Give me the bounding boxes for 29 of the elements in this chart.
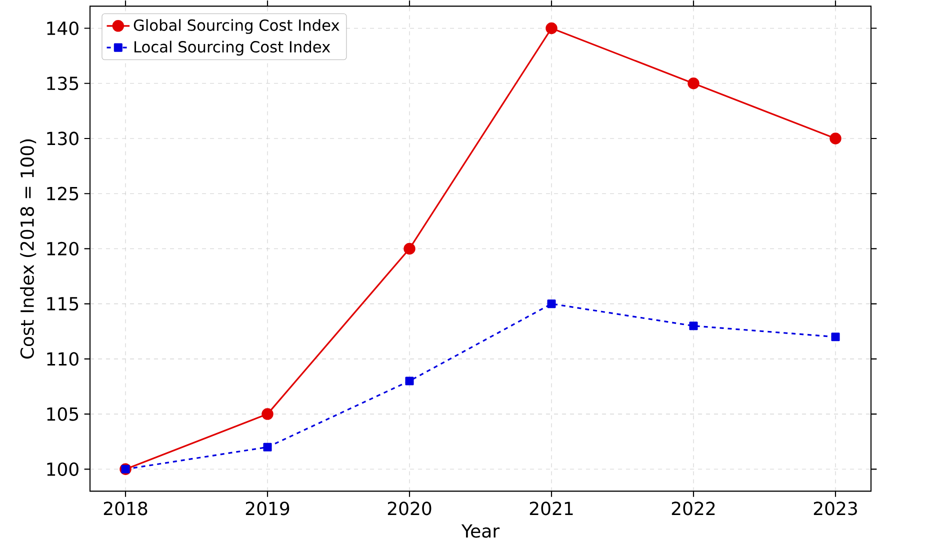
legend-label: Global Sourcing Cost Index xyxy=(134,19,340,34)
x-tick-label: 2019 xyxy=(246,502,290,516)
x-tick-label: 2023 xyxy=(814,502,857,516)
point xyxy=(830,132,842,144)
point xyxy=(404,242,416,254)
y-tick-label: 130 xyxy=(47,132,78,146)
point xyxy=(263,442,272,452)
x-tick-label: 2021 xyxy=(530,502,573,516)
x-tick-label: 2020 xyxy=(388,502,432,516)
point xyxy=(831,332,840,342)
y-tick-label: 125 xyxy=(47,186,78,200)
point xyxy=(688,77,700,90)
y-tick-label: 120 xyxy=(47,242,78,256)
point xyxy=(547,299,556,308)
y-tick-label: 105 xyxy=(47,407,78,421)
x-axis-title: Year xyxy=(461,524,500,538)
x-tick-label: 2018 xyxy=(104,502,148,516)
x-tick-label: 2022 xyxy=(672,502,715,516)
point xyxy=(546,22,558,34)
y-tick-label: 115 xyxy=(47,297,78,310)
point xyxy=(405,376,414,386)
point xyxy=(689,322,698,330)
legend-label: Local Sourcing Cost Index xyxy=(134,40,330,56)
y-tick-label: 110 xyxy=(47,352,78,366)
y-tick-label: 140 xyxy=(47,21,78,35)
y-tick-label: 135 xyxy=(47,76,78,90)
point xyxy=(262,408,274,420)
y-tick-label: 100 xyxy=(47,462,78,476)
y-axis-title: Cost Index (2018 = 100) xyxy=(20,139,36,358)
